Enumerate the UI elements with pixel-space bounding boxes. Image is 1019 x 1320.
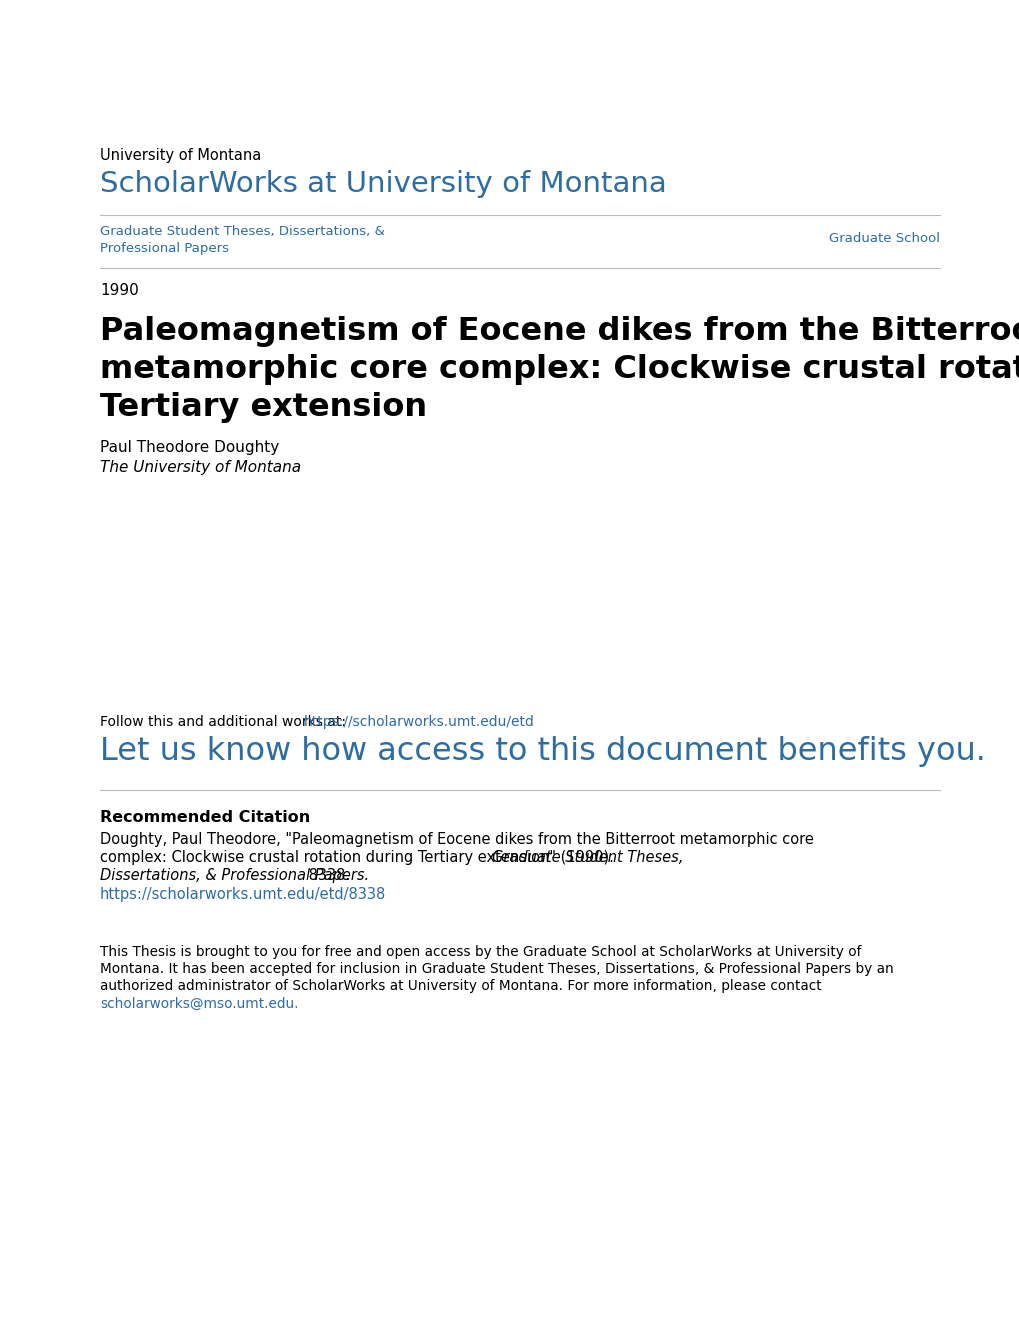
Text: https://scholarworks.umt.edu/etd: https://scholarworks.umt.edu/etd bbox=[304, 715, 535, 729]
Text: https://scholarworks.umt.edu/etd/8338: https://scholarworks.umt.edu/etd/8338 bbox=[100, 887, 386, 902]
Text: Graduate Student Theses,: Graduate Student Theses, bbox=[491, 850, 683, 865]
Text: University of Montana: University of Montana bbox=[100, 148, 261, 162]
Text: Professional Papers: Professional Papers bbox=[100, 242, 229, 255]
Text: Graduate School: Graduate School bbox=[828, 232, 940, 246]
Text: Let us know how access to this document benefits you.: Let us know how access to this document … bbox=[100, 737, 985, 767]
Text: ScholarWorks at University of Montana: ScholarWorks at University of Montana bbox=[100, 170, 666, 198]
Text: Graduate Student Theses, Dissertations, &: Graduate Student Theses, Dissertations, … bbox=[100, 224, 384, 238]
Text: Doughty, Paul Theodore, "Paleomagnetism of Eocene dikes from the Bitterroot meta: Doughty, Paul Theodore, "Paleomagnetism … bbox=[100, 832, 813, 847]
Text: Dissertations, & Professional Papers.: Dissertations, & Professional Papers. bbox=[100, 869, 369, 883]
Text: The University of Montana: The University of Montana bbox=[100, 459, 301, 475]
Text: This Thesis is brought to you for free and open access by the Graduate School at: This Thesis is brought to you for free a… bbox=[100, 945, 860, 960]
Text: Montana. It has been accepted for inclusion in Graduate Student Theses, Disserta: Montana. It has been accepted for inclus… bbox=[100, 962, 893, 975]
Text: Tertiary extension: Tertiary extension bbox=[100, 392, 427, 422]
Text: Paul Theodore Doughty: Paul Theodore Doughty bbox=[100, 440, 279, 455]
Text: scholarworks@mso.umt.edu.: scholarworks@mso.umt.edu. bbox=[100, 997, 299, 1011]
Text: 1990: 1990 bbox=[100, 282, 139, 298]
Text: 8338.: 8338. bbox=[304, 869, 350, 883]
Text: Follow this and additional works at:: Follow this and additional works at: bbox=[100, 715, 351, 729]
Text: complex: Clockwise crustal rotation during Tertiary extension" (1990).: complex: Clockwise crustal rotation duri… bbox=[100, 850, 618, 865]
Text: authorized administrator of ScholarWorks at University of Montana. For more info: authorized administrator of ScholarWorks… bbox=[100, 979, 821, 993]
Text: Paleomagnetism of Eocene dikes from the Bitterroot: Paleomagnetism of Eocene dikes from the … bbox=[100, 315, 1019, 347]
Text: Recommended Citation: Recommended Citation bbox=[100, 810, 310, 825]
Text: metamorphic core complex: Clockwise crustal rotation during: metamorphic core complex: Clockwise crus… bbox=[100, 354, 1019, 385]
